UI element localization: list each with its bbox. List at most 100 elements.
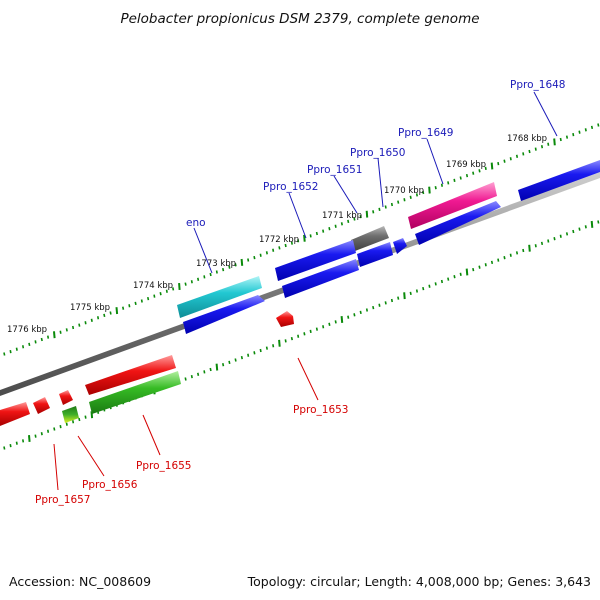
major-tick <box>365 210 369 218</box>
minor-tick <box>59 424 62 429</box>
minor-tick <box>409 195 412 199</box>
major-tick <box>590 220 594 228</box>
minor-tick <box>572 229 575 234</box>
kbp-label: 1776 kbp <box>7 325 47 335</box>
minor-tick <box>309 234 312 238</box>
minor-tick <box>472 171 475 175</box>
minor-tick <box>322 229 325 233</box>
gene-ppro-1656[interactable] <box>62 406 79 423</box>
minor-tick <box>147 296 150 301</box>
minor-tick <box>509 157 512 161</box>
gene-leader-lines <box>53 91 558 491</box>
gene-ppro-1657-b[interactable] <box>33 397 50 414</box>
label-ppro-1655: Ppro_1655 <box>136 460 191 472</box>
minor-tick <box>353 313 356 317</box>
gene-ppro-1650[interactable] <box>351 226 389 251</box>
minor-tick <box>84 415 87 419</box>
label-ppro-1656: Ppro_1656 <box>82 479 138 491</box>
minor-tick <box>453 275 456 279</box>
minor-tick <box>109 311 112 315</box>
minor-tick <box>234 263 237 267</box>
minor-tick <box>397 296 400 300</box>
leader-ppro-1656 <box>77 435 105 477</box>
kbp-labels: 1768 kbp 1769 kbp 1770 kbp 1771 kbp 1772… <box>7 134 547 335</box>
minor-tick <box>72 325 75 330</box>
minor-tick <box>203 370 206 374</box>
minor-tick <box>122 306 125 310</box>
minor-tick <box>265 346 268 350</box>
gene-ppro-1652-lower[interactable] <box>282 259 359 298</box>
minor-tick <box>540 145 544 149</box>
gene-ppro-1656-red[interactable] <box>59 390 73 405</box>
minor-tick <box>203 275 206 279</box>
minor-tick <box>328 322 331 326</box>
gene-ppro-1648[interactable] <box>518 160 600 201</box>
major-tick <box>28 435 31 442</box>
minor-tick <box>259 253 262 257</box>
minor-tick <box>415 193 418 197</box>
minor-tick <box>97 316 100 320</box>
minor-tick <box>222 267 225 272</box>
minor-tick <box>265 251 268 255</box>
minor-tick <box>490 260 494 265</box>
minor-tick <box>378 303 381 307</box>
minor-tick <box>297 239 300 243</box>
minor-tick <box>9 443 12 448</box>
minor-tick <box>290 336 293 341</box>
gene-ppro-1649[interactable] <box>408 182 497 229</box>
major-tick <box>90 411 94 419</box>
minor-tick <box>184 282 187 286</box>
gene-eno-lower[interactable] <box>183 295 265 334</box>
minor-tick <box>565 232 569 236</box>
gene-ppro-1649-lower[interactable] <box>415 201 501 245</box>
major-tick <box>278 339 281 347</box>
minor-tick <box>353 217 356 221</box>
minor-tick <box>34 434 37 438</box>
minor-tick <box>47 429 50 433</box>
minor-tick <box>597 220 600 224</box>
minor-tick <box>584 225 587 229</box>
minor-tick <box>247 258 250 262</box>
minor-tick <box>90 318 93 322</box>
minor-tick <box>322 325 325 329</box>
gene-ppro-1651[interactable] <box>357 242 393 267</box>
minor-tick <box>422 286 425 291</box>
map-title: Pelobacter propionicus DSM 2379, complet… <box>120 11 479 27</box>
minor-tick <box>534 147 537 151</box>
gene-ppro-1651-b[interactable] <box>393 238 407 254</box>
minor-tick <box>359 310 362 315</box>
minus-strand-genes <box>0 311 294 426</box>
gene-ppro-1652[interactable] <box>275 240 356 281</box>
minor-tick <box>40 337 43 342</box>
kbp-label: 1769 kbp <box>446 160 486 170</box>
gene-ppro-1655-red[interactable] <box>85 355 176 395</box>
plus-strand-genes <box>177 160 600 334</box>
minor-tick <box>509 253 512 257</box>
kbp-label: 1771 kbp <box>322 211 362 221</box>
gene-eno[interactable] <box>177 276 262 318</box>
gene-ppro-1657[interactable] <box>0 402 30 426</box>
minor-tick <box>459 272 462 276</box>
minor-tick <box>390 298 393 303</box>
minor-tick <box>334 224 337 228</box>
minor-tick <box>78 417 81 422</box>
kbp-label: 1774 kbp <box>133 281 173 291</box>
minor-tick <box>197 372 200 376</box>
minor-tick <box>228 360 231 365</box>
minor-tick <box>515 154 519 158</box>
minor-tick <box>384 205 387 209</box>
minor-tick <box>465 173 469 178</box>
minor-tick <box>297 334 300 338</box>
minor-tick <box>315 327 318 331</box>
minor-tick <box>209 272 212 277</box>
label-ppro-1648: Ppro_1648 <box>510 79 565 91</box>
minor-tick <box>184 377 187 381</box>
minor-tick <box>434 282 437 286</box>
major-tick <box>490 162 494 170</box>
minor-tick <box>534 244 537 248</box>
gene-ppro-1655[interactable] <box>89 371 181 414</box>
minor-tick <box>547 142 550 146</box>
minor-tick <box>284 243 287 248</box>
minor-tick <box>222 363 225 367</box>
gene-ppro-1653[interactable] <box>276 311 294 327</box>
